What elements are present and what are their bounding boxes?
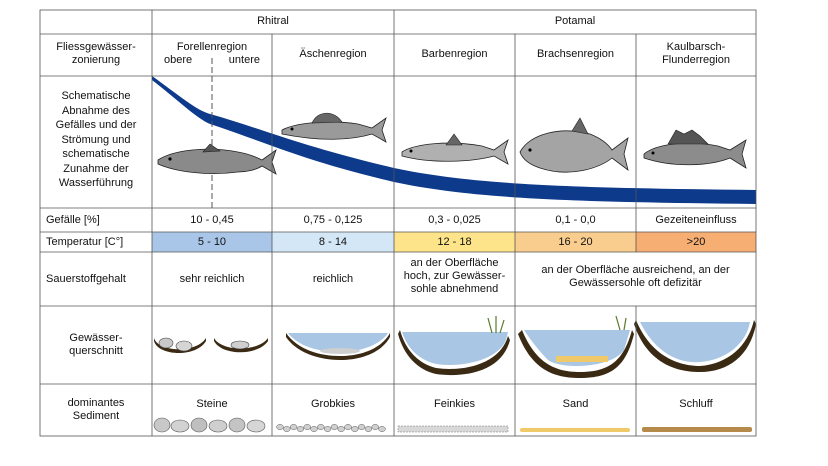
label-temperatur: Temperatur [C°] xyxy=(46,236,124,248)
river-slope-band xyxy=(152,76,756,204)
temp-cell-2 xyxy=(272,232,394,252)
sediment-stones xyxy=(153,417,266,433)
label-gefaelle: Gefälle [%] xyxy=(46,214,100,226)
label-sauerstoff: Sauerstoffgehalt xyxy=(46,273,126,285)
table-gridlines xyxy=(39,9,757,437)
sauerstoff-2: reichlich xyxy=(312,273,354,285)
sediment-sand xyxy=(520,428,630,432)
cross-section-grayling xyxy=(286,333,390,360)
sediment-label-4: Sand xyxy=(562,398,589,410)
temp-4: 16 - 20 xyxy=(558,236,593,248)
gefaelle-4: 0,1 - 0,0 xyxy=(555,214,596,226)
gefaelle-1: 10 - 0,45 xyxy=(190,214,234,226)
sediment-label-2: Grobkies xyxy=(310,398,356,410)
trout-fish-icon xyxy=(157,143,277,175)
gefaelle-3: 0,3 - 0,025 xyxy=(428,214,481,226)
bream-fish-icon xyxy=(519,117,629,173)
region-forelle-lower: untere xyxy=(228,54,260,66)
cross-section-trout xyxy=(154,337,268,354)
cross-section-barbel xyxy=(398,316,510,376)
cross-section-bream xyxy=(518,315,634,378)
label-zonierung: Fliessgewässer-zonierung xyxy=(56,41,136,66)
temp-5: >20 xyxy=(686,236,706,248)
cross-section-ruffe xyxy=(634,320,756,372)
region-barbe: Barbenregion xyxy=(421,48,488,60)
temp-2: 8 - 14 xyxy=(318,236,348,248)
gefaelle-2: 0,75 - 0,125 xyxy=(303,214,363,226)
sediment-fine-gravel xyxy=(397,425,509,433)
sediment-label-5: Schluff xyxy=(679,398,713,410)
sediment-silt xyxy=(642,427,752,432)
header-rhitral: Rhitral xyxy=(257,15,289,27)
temp-cell-3 xyxy=(394,232,515,252)
barbel-fish-icon xyxy=(401,133,509,165)
region-kaulbarsch: Kaulbarsch- Flunderregion xyxy=(662,41,730,66)
sediment-label-3: Feinkies xyxy=(434,398,475,410)
label-schema: Schematische Abnahme des Gefälles und der S… xyxy=(55,90,137,189)
sediment-coarse-gravel xyxy=(276,424,386,432)
region-brachse: Brachsenregion xyxy=(536,48,615,60)
grayling-fish-icon xyxy=(281,112,387,143)
sauerstoff-45: an der Oberfläche ausreichend, an der Gew… xyxy=(541,264,730,289)
sauerstoff-1: sehr reichlich xyxy=(179,273,245,285)
sauerstoff-3: an der Oberfläche hoch, zur Gewässer-sohl… xyxy=(403,257,506,295)
label-sediment: dominantes Sediment xyxy=(67,397,125,422)
gefaelle-5: Gezeiteneinfluss xyxy=(655,214,737,226)
temp-cell-5 xyxy=(636,232,756,252)
temp-3: 12 - 18 xyxy=(437,236,472,248)
temp-cell-1 xyxy=(152,232,272,252)
header-potamal: Potamal xyxy=(554,15,596,27)
region-aesche: Äschenregion xyxy=(299,48,367,60)
ruffe-fish-icon xyxy=(643,129,747,169)
sediment-label-1: Steine xyxy=(196,398,228,410)
label-querschnitt: Gewässer-querschnitt xyxy=(69,332,123,357)
region-forelle-upper: obere xyxy=(164,54,193,66)
region-forelle: Forellenregion obere untere xyxy=(164,41,260,66)
temp-cell-4 xyxy=(515,232,636,252)
temp-1: 5 - 10 xyxy=(197,236,227,248)
